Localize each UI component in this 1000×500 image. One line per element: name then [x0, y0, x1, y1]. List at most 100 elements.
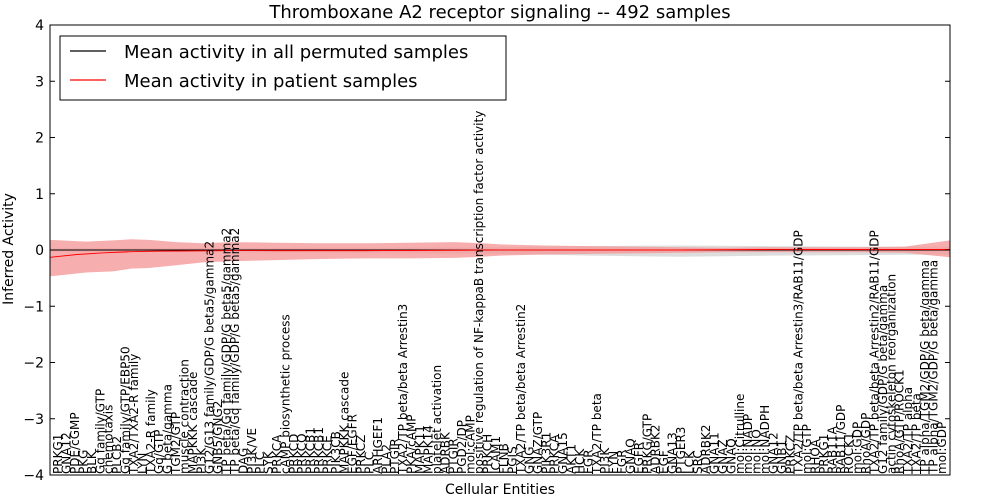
entity-label: FYN	[607, 451, 621, 474]
entity-label: GNAQ	[623, 438, 637, 474]
entity-label: DAG	[236, 448, 250, 474]
entity-label: SRC	[691, 450, 705, 474]
entity-label: GNB1	[775, 440, 789, 474]
y-tick-label: 1	[35, 187, 44, 203]
entity-label: ADRBK2	[699, 424, 713, 474]
entity-label: PRKG1	[817, 434, 831, 474]
entity-label: RAB11/GDP	[834, 405, 848, 474]
entity-label: LYN	[135, 453, 149, 474]
legend-label-patient: Mean activity in patient samples	[124, 71, 418, 92]
y-tick-label: −2	[23, 356, 44, 372]
entity-label: chemotaxis	[102, 405, 116, 474]
line-patient	[49, 248, 950, 258]
entity-label: ARHGEF1	[371, 417, 385, 474]
entity-label: TXA2/TP beta	[910, 393, 924, 475]
entity-label: PTGIR	[388, 438, 402, 474]
entity-label: positive regulation of NF-kappaB transcr…	[472, 111, 486, 474]
y-tick-label: 0	[35, 243, 44, 259]
entity-label: muscle contraction	[177, 359, 191, 474]
entity-label: TXA2/TP beta/beta Arrestin3	[396, 304, 410, 475]
entity-label: PIK3R1	[539, 432, 553, 474]
entity-label: PRKCA	[270, 434, 284, 474]
entity-label: mol:GTP	[800, 424, 814, 474]
entity-label: G12/G13 family/GDP/G beta5/gamma2	[203, 241, 217, 474]
entity-label: GNA12	[767, 432, 781, 474]
entity-label: PRKCB1	[304, 427, 318, 474]
y-tick-label: −3	[23, 412, 44, 428]
legend: Mean activity in all permuted samples Me…	[59, 35, 507, 101]
entity-label: cAMP biosynthetic process	[278, 314, 292, 474]
entity-label: GNAZ	[716, 439, 730, 474]
entity-label: TP beta/Gq family/GDP/G beta5/gamma2	[228, 228, 242, 475]
entity-label: TXA2/TXA2-R family	[127, 354, 141, 475]
entity-label: PDE/cGMP	[68, 412, 82, 474]
entity-label: MAPK14	[422, 425, 436, 474]
entity-label: mol:Citrulline	[733, 394, 747, 474]
entity-label: PRKCQ	[295, 433, 309, 474]
entity-label: PTGIR	[447, 438, 461, 474]
entity-label: actin cytoskeleton reorganization	[884, 274, 898, 474]
entity-label: platelet activation	[430, 365, 444, 474]
entity-label: G beta/gamma	[161, 384, 175, 474]
entity-label: PRKCD	[287, 434, 301, 474]
entity-label: TXA2/TP beta	[590, 393, 604, 475]
entity-label: GNA11	[708, 432, 722, 474]
entity-label: TXA2/TP beta/beta Arrestin2	[514, 304, 528, 475]
entity-label: Gq family/GTP/EBP50	[119, 346, 133, 474]
entity-label: GNAZ/GTP	[531, 412, 545, 474]
entity-label: PLA2	[379, 444, 393, 474]
entity-label: PI3K	[598, 447, 612, 474]
entity-label: GNB5/GNG2	[211, 401, 225, 474]
entity-label: PRKCH	[480, 434, 494, 474]
legend-label-permuted: Mean activity in all permuted samples	[124, 42, 468, 63]
entity-label: EGF	[657, 450, 671, 474]
entity-label: PI3K/VE	[245, 428, 259, 474]
entity-label: TP alpha/TGM2/GDP/G beta/gamma	[926, 260, 940, 475]
entity-label: GNA13	[666, 432, 680, 474]
entity-label: RhoA/GDP	[859, 413, 873, 474]
entity-label: PKA/cAMP	[405, 414, 419, 474]
entity-label: MAPKKK cascade	[186, 372, 200, 474]
band-patient	[50, 239, 950, 277]
entity-label: RhoA/GTP/ROCK1	[893, 369, 907, 474]
entity-label: PI3K	[194, 447, 208, 474]
entity-label: PLCB2	[110, 436, 124, 474]
y-tick-label: 4	[35, 18, 44, 34]
y-tick-label: −4	[23, 468, 44, 484]
entity-label: BLK	[85, 450, 99, 474]
x-axis-label: Cellular Entities	[445, 482, 555, 498]
entity-label: GNAQ	[724, 438, 738, 474]
entity-label: PGIS	[506, 446, 520, 474]
entity-label: SYK	[262, 450, 276, 474]
entity-label: AKT1	[565, 444, 579, 474]
entity-label: TP alpha/TGM2/GDP/G beta/gamma	[918, 260, 932, 475]
entity-label: FGR	[581, 449, 595, 474]
entity-label: mol:NO	[750, 429, 764, 474]
entity-label: mol:GDP	[851, 422, 865, 474]
entity-label: PGD2/DP	[455, 420, 469, 474]
entity-label: PRKCA	[548, 434, 562, 474]
entity-label: G12 family/GDP/G beta/gamma	[876, 285, 890, 474]
entity-label: TXA2/TP alpha	[901, 387, 915, 475]
y-tick-label: −1	[23, 299, 44, 315]
entity-label: PIK3CB	[329, 431, 343, 474]
entity-label: TXA2/TP beta/beta Arrestin2/RAB11/GDP	[868, 230, 882, 475]
entity-label: ICAM1	[489, 436, 503, 474]
entity-label: ROCK1	[842, 432, 856, 474]
entity-label: GNA12	[60, 432, 74, 474]
entity-label: PRKCZ	[354, 435, 368, 474]
entity-label: FLNB	[497, 443, 511, 474]
entity-label: LCK	[682, 450, 696, 474]
entity-label: mol:NADP	[741, 414, 755, 474]
entity-label: EGF/EGFR	[346, 414, 360, 474]
y-tick-label: 2	[35, 131, 44, 147]
entity-label: MAPK11	[413, 425, 427, 474]
entity-label: Gq/GTP	[152, 430, 166, 474]
entity-label: TXA2/TP beta/beta Arrestin3/RAB11/GDP	[792, 230, 806, 475]
entity-label: RAB11A	[825, 425, 839, 474]
entity-label: TP beta/Gq family/GDP/G beta5/gamma2	[220, 228, 234, 475]
entity-label: PLC	[253, 452, 267, 474]
entity-label: RHOA	[809, 438, 823, 474]
